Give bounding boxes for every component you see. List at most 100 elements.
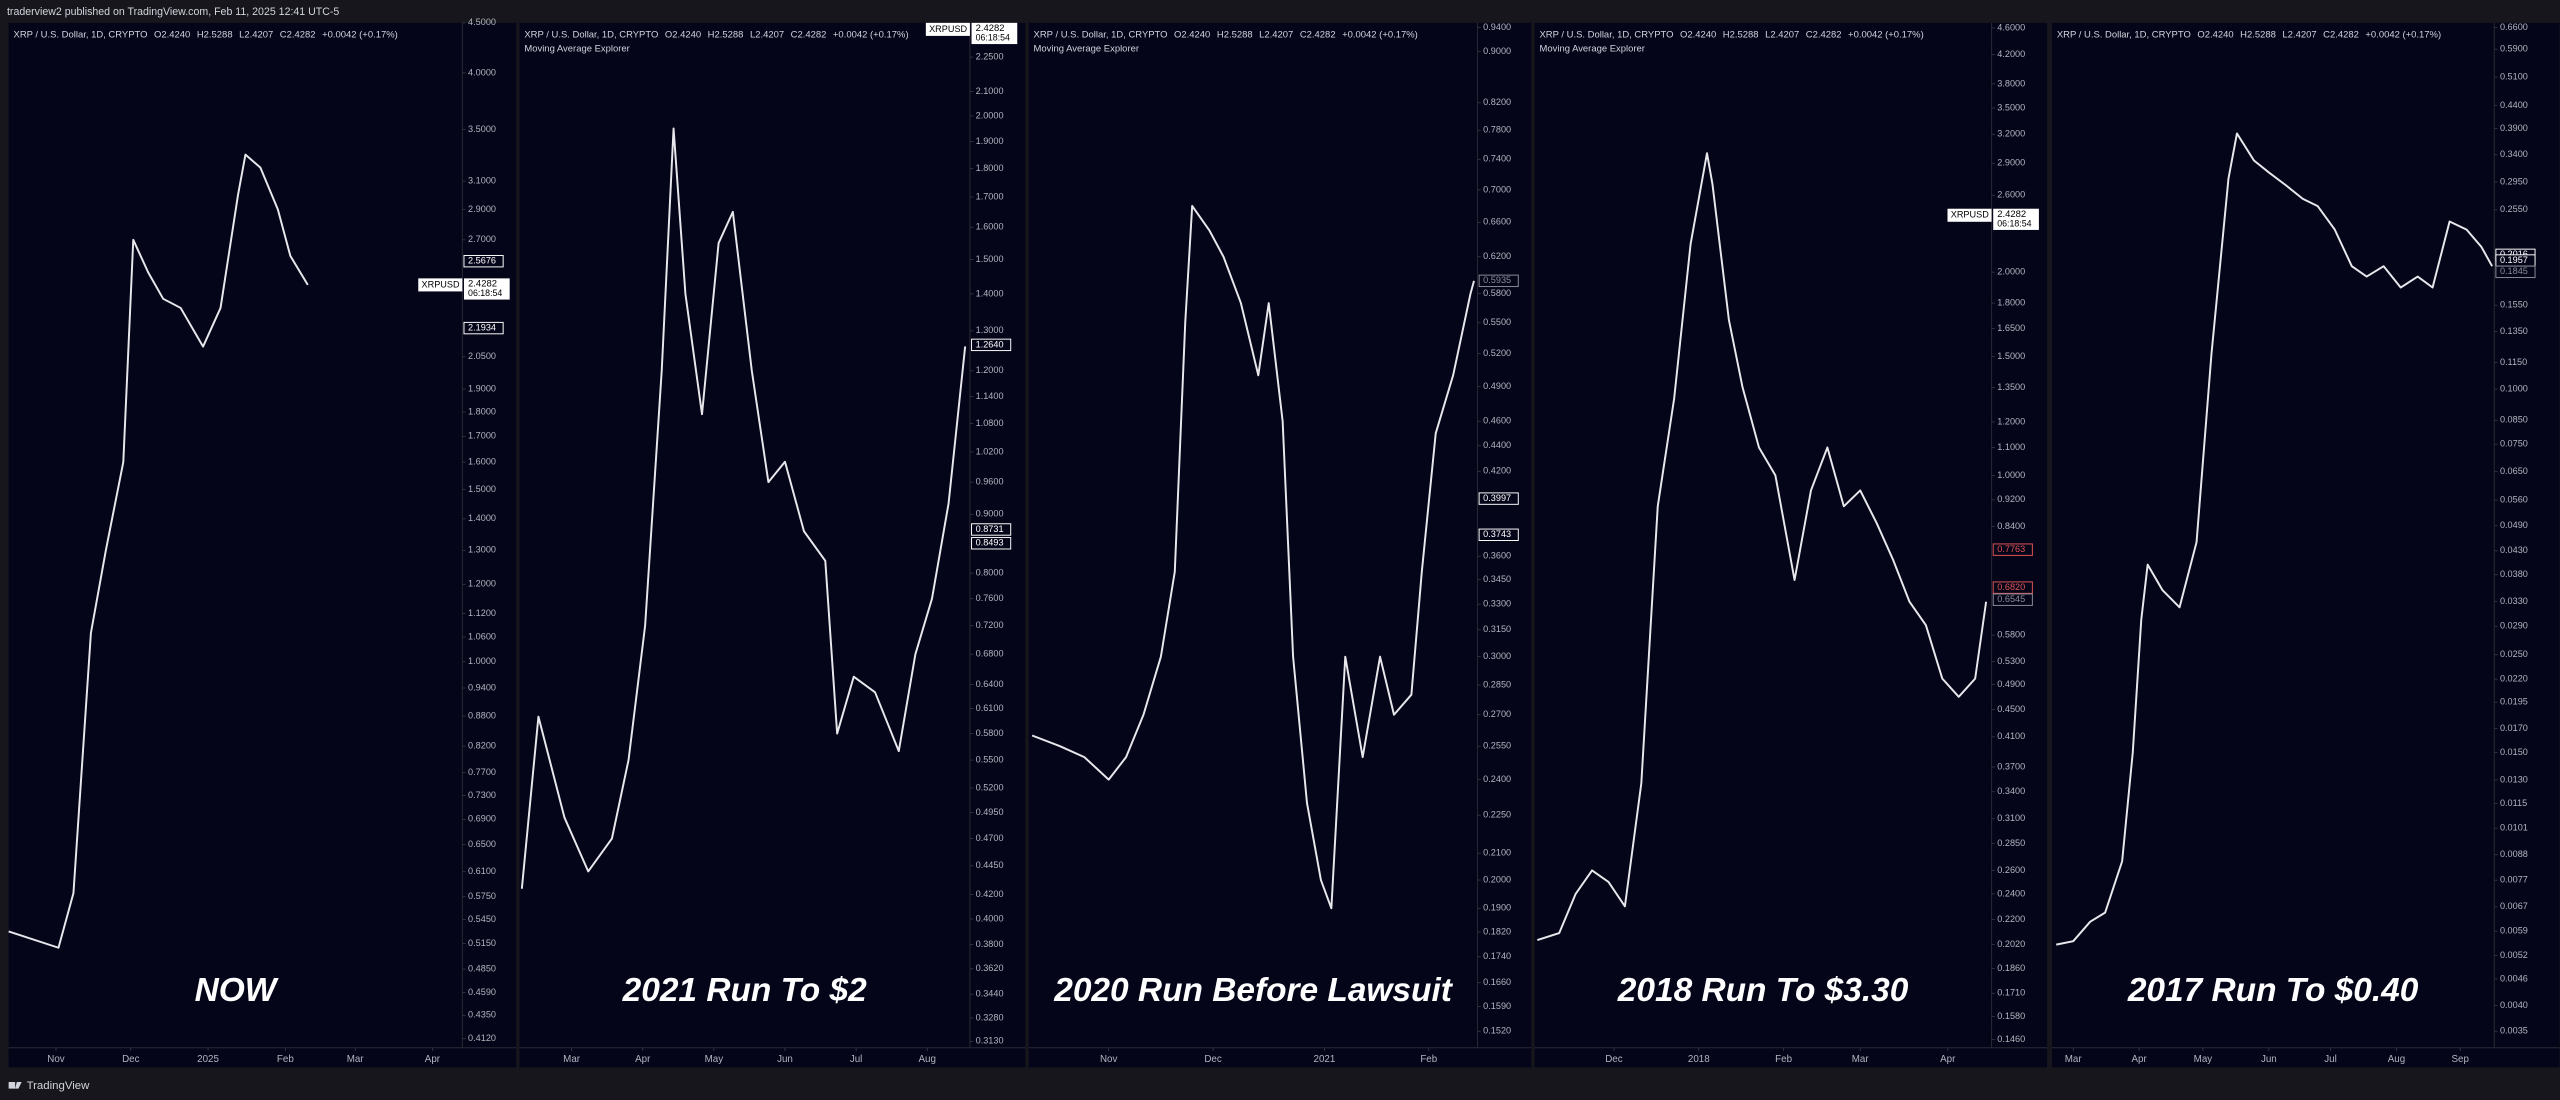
last-price-box	[1993, 208, 2039, 230]
y-tick-label: 3.8000	[1997, 78, 2025, 88]
y-tick-label: 0.3300	[1483, 599, 1511, 609]
brand-name: TradingView	[27, 1080, 91, 1092]
legend-ohlc: L2.4207	[1259, 29, 1293, 40]
legend-ohlc: +0.0042 (+0.17%)	[833, 29, 909, 40]
y-tick-label: 0.2200	[1997, 914, 2025, 924]
y-tick-label: 0.1710	[1997, 988, 2025, 998]
last-price: 2.4282	[976, 23, 1005, 34]
price-mark-box	[463, 321, 504, 335]
y-tick-label: 0.6200	[1483, 251, 1511, 261]
legend-ohlc: H2.5288	[708, 29, 744, 40]
y-tick-label: 0.2100	[1483, 848, 1511, 858]
legend-symbol: XRP / U.S. Dollar, 1D, CRYPTO	[14, 29, 148, 40]
legend-symbol: XRP / U.S. Dollar, 1D, CRYPTO	[2057, 29, 2191, 40]
price-mark-label: 2.1934	[468, 323, 496, 333]
y-tick-label: 0.6500	[468, 839, 496, 849]
legend-line: XRP / U.S. Dollar, 1D, CRYPTO O2.4240 H2.5…	[14, 29, 398, 40]
x-tick-label: Mar	[563, 1054, 581, 1065]
x-tick-label: Jul	[850, 1054, 863, 1065]
y-tick-label: 0.2000	[1483, 874, 1511, 884]
y-tick-label: 0.0067	[2500, 901, 2528, 911]
price-mark-label: 0.3997	[1483, 493, 1511, 503]
x-tick-label: Sep	[2452, 1054, 2470, 1065]
y-tick-label: 0.0088	[2500, 849, 2528, 859]
x-tick-label: Feb	[1420, 1054, 1437, 1065]
last-price: 2.4282	[1997, 209, 2026, 220]
price-mark-label: 0.5935	[1483, 275, 1511, 285]
y-tick-label: 0.2550	[1483, 741, 1511, 751]
plot-background	[519, 22, 1026, 1068]
y-tick-label: 0.9200	[1997, 494, 2025, 504]
chart-panel: 2.2500 2.1000 2.0000 1.9000 1.8000 1.7000 1.60…	[519, 22, 1026, 1068]
last-price-box	[463, 278, 510, 300]
y-tick-label: 0.1900	[1483, 903, 1511, 913]
y-tick-label: 0.0330	[2500, 596, 2528, 606]
y-tick-label: 0.3800	[976, 939, 1004, 949]
x-tick-label: 2025	[197, 1054, 219, 1065]
y-tick-label: 3.5000	[468, 124, 496, 134]
y-tick-label: 0.1590	[1483, 1001, 1511, 1011]
y-tick-label: 0.0170	[2500, 723, 2528, 733]
y-tick-label: 1.6500	[1997, 323, 2025, 333]
legend-ohlc: L2.4207	[1765, 29, 1799, 40]
symbol-box	[418, 278, 463, 292]
y-tick-label: 1.2000	[976, 365, 1004, 375]
x-tick-label: Feb	[277, 1054, 294, 1065]
y-tick-label: 0.5900	[2500, 44, 2528, 54]
price-mark-label: 0.2016	[2500, 249, 2528, 259]
price-line	[1031, 204, 1475, 910]
y-tick-label: 1.5000	[1997, 351, 2025, 361]
price-mark-label: 0.8493	[976, 538, 1004, 548]
legend-ohlc: O2.4240	[1174, 29, 1210, 40]
y-tick-label: 0.5500	[1483, 317, 1511, 327]
y-tick-label: 0.3280	[976, 1012, 1004, 1022]
legend-ohlc: L2.4207	[2282, 29, 2316, 40]
price-mark-box	[2495, 265, 2536, 279]
y-tick-label: 4.5000	[468, 17, 496, 27]
y-tick-label: 1.3000	[976, 325, 1004, 335]
y-tick-label: 0.0035	[2500, 1026, 2528, 1036]
y-tick-label: 0.0430	[2500, 545, 2528, 555]
y-tick-label: 0.6600	[1483, 217, 1511, 227]
countdown: 06:18:54	[1997, 219, 2031, 229]
price-mark-box	[971, 523, 1012, 536]
x-tick-label: May	[2194, 1054, 2213, 1065]
y-tick-label: 2.0500	[468, 351, 496, 361]
y-tick-label: 0.7300	[468, 790, 496, 800]
y-tick-label: 0.2250	[1483, 810, 1511, 820]
y-tick-label: 0.0560	[2500, 495, 2528, 505]
legend-ohlc: H2.5288	[197, 29, 233, 40]
price-mark-label: 1.2640	[976, 339, 1004, 349]
y-tick-label: 0.0101	[2500, 823, 2528, 833]
countdown: 06:18:54	[468, 288, 502, 298]
legend-ohlc: C2.4282	[2323, 29, 2359, 40]
last-price-box	[971, 22, 1018, 45]
y-tick-label: 0.9000	[976, 509, 1004, 519]
x-tick-label: Apr	[2132, 1054, 2148, 1065]
y-tick-label: 0.6100	[468, 866, 496, 876]
y-tick-label: 0.1860	[1997, 963, 2025, 973]
price-mark-box	[971, 338, 1012, 352]
price-mark-box	[1992, 543, 2033, 556]
y-tick-label: 0.4350	[468, 1010, 496, 1020]
price-line	[2056, 132, 2493, 946]
x-tick-label: Apr	[635, 1054, 651, 1065]
y-tick-label: 0.7200	[976, 620, 1004, 630]
indicator-name: Moving Average Explorer	[524, 43, 629, 54]
y-tick-label: 0.5800	[976, 728, 1004, 738]
symbol-box	[925, 22, 970, 36]
y-tick-label: 1.5000	[976, 254, 1004, 264]
y-tick-label: 1.0200	[976, 446, 1004, 456]
y-tick-label: 0.4200	[976, 889, 1004, 899]
legend-ohlc: +0.0042 (+0.17%)	[1848, 29, 1924, 40]
x-tick-label: Mar	[2065, 1054, 2083, 1065]
symbol-label: XRPUSD	[929, 24, 967, 34]
y-tick-label: 0.0040	[2500, 1000, 2528, 1010]
chart-panel: 4.6000 4.2000 3.8000 3.5000 3.2000 2.9000 2.60…	[1534, 22, 2048, 1068]
x-tick-label: Nov	[47, 1054, 65, 1065]
symbol-label: XRPUSD	[1951, 210, 1989, 220]
y-tick-label: 0.2850	[1483, 679, 1511, 689]
brand-logo	[8, 1082, 22, 1089]
y-tick-label: 0.9000	[1483, 46, 1511, 56]
